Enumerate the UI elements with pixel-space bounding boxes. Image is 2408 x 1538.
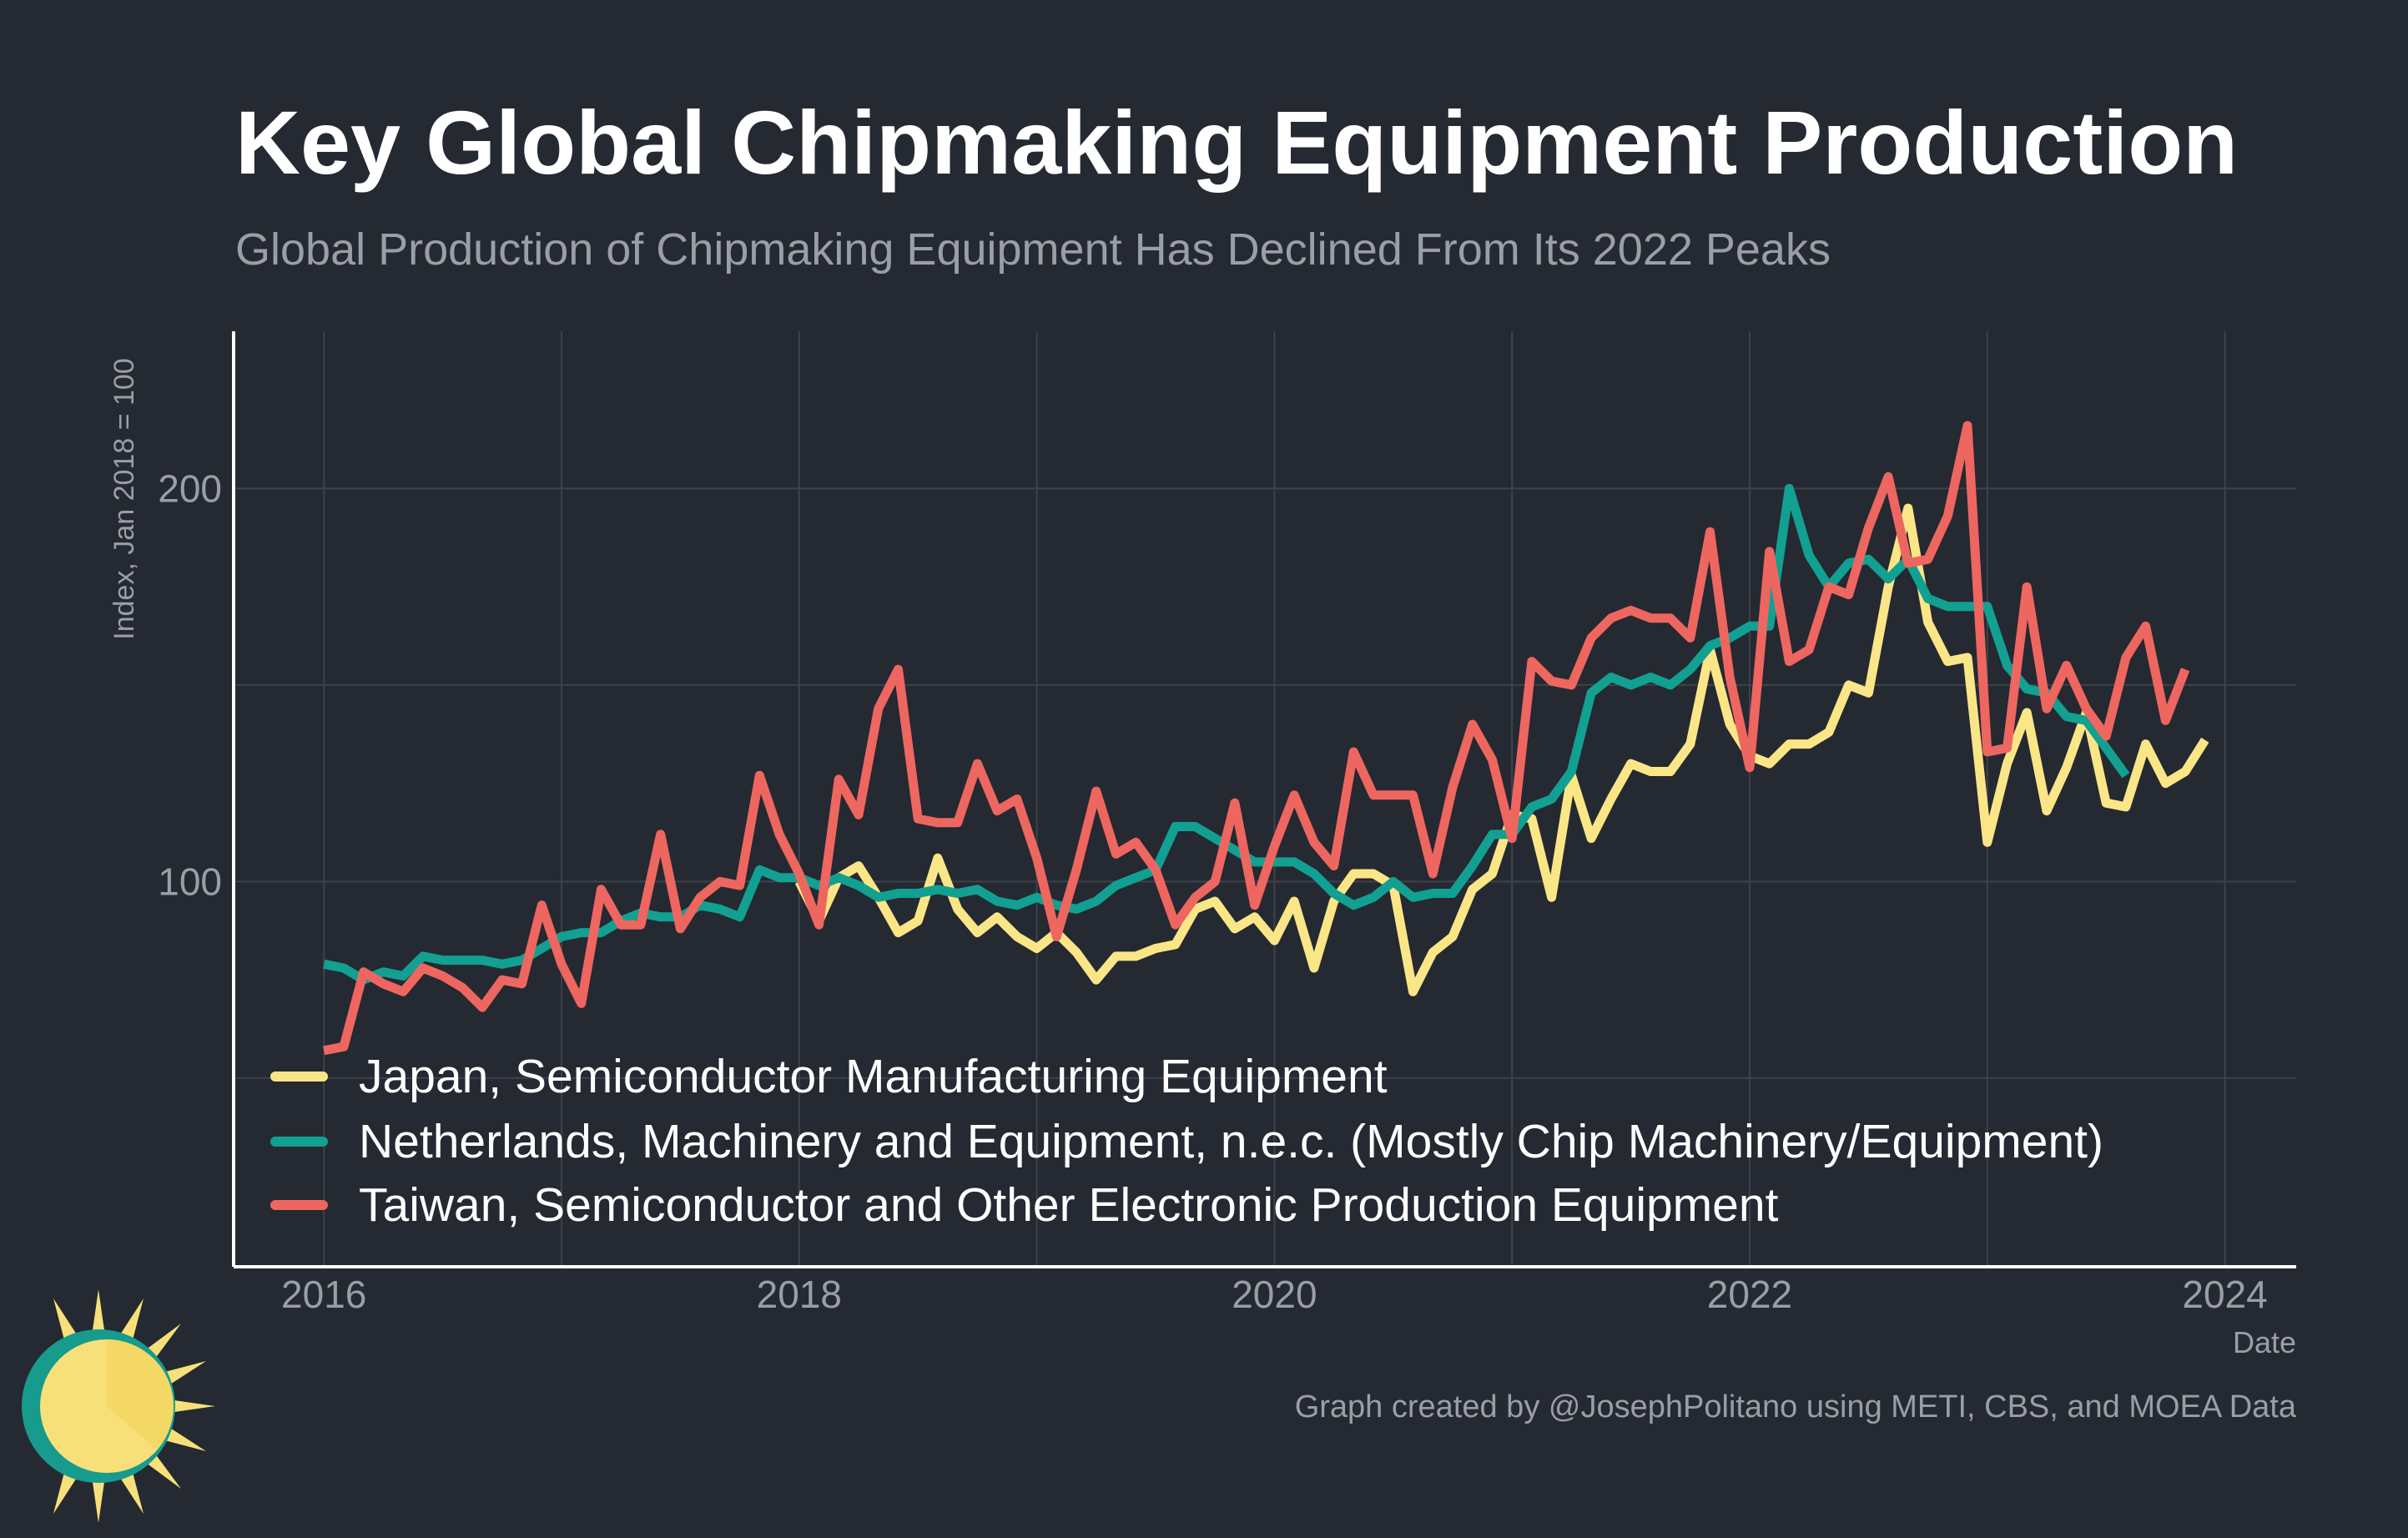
- x-tick-label: 2022: [1707, 1273, 1792, 1316]
- series-layer: [323, 421, 2209, 1056]
- x-tick-label: 2020: [1232, 1273, 1317, 1316]
- legend-label: Netherlands, Machinery and Equipment, n.…: [359, 1115, 2103, 1168]
- x-axis-title: Date: [2233, 1325, 2296, 1359]
- y-tick-label: 100: [158, 860, 222, 903]
- source-caption: Graph created by @JosephPolitano using M…: [1294, 1389, 2296, 1425]
- legend-label: Japan, Semiconductor Manufacturing Equip…: [359, 1050, 1388, 1103]
- x-tick-label: 2024: [2182, 1273, 2267, 1316]
- legend-label: Taiwan, Semiconductor and Other Electron…: [359, 1178, 1779, 1232]
- sun-logo-icon: [22, 1289, 215, 1523]
- axis-layer: 2016 2018 2020 2022 2024 100 200 Date Index, Jan…: [108, 331, 2296, 1359]
- y-axis-title: Index, Jan 2018 = 100: [108, 358, 140, 639]
- series-line-3: [323, 421, 2190, 1056]
- x-tick-label: 2018: [757, 1273, 842, 1316]
- legend: Japan, Semiconductor Manufacturing Equip…: [270, 1050, 2103, 1232]
- x-tick-label: 2016: [281, 1273, 366, 1316]
- series-line-1: [794, 503, 2209, 996]
- chart-subtitle: Global Production of Chipmaking Equipmen…: [235, 224, 1831, 275]
- chart-title: Key Global Chipmaking Equipment Producti…: [235, 92, 2239, 193]
- y-tick-label: 200: [158, 466, 222, 510]
